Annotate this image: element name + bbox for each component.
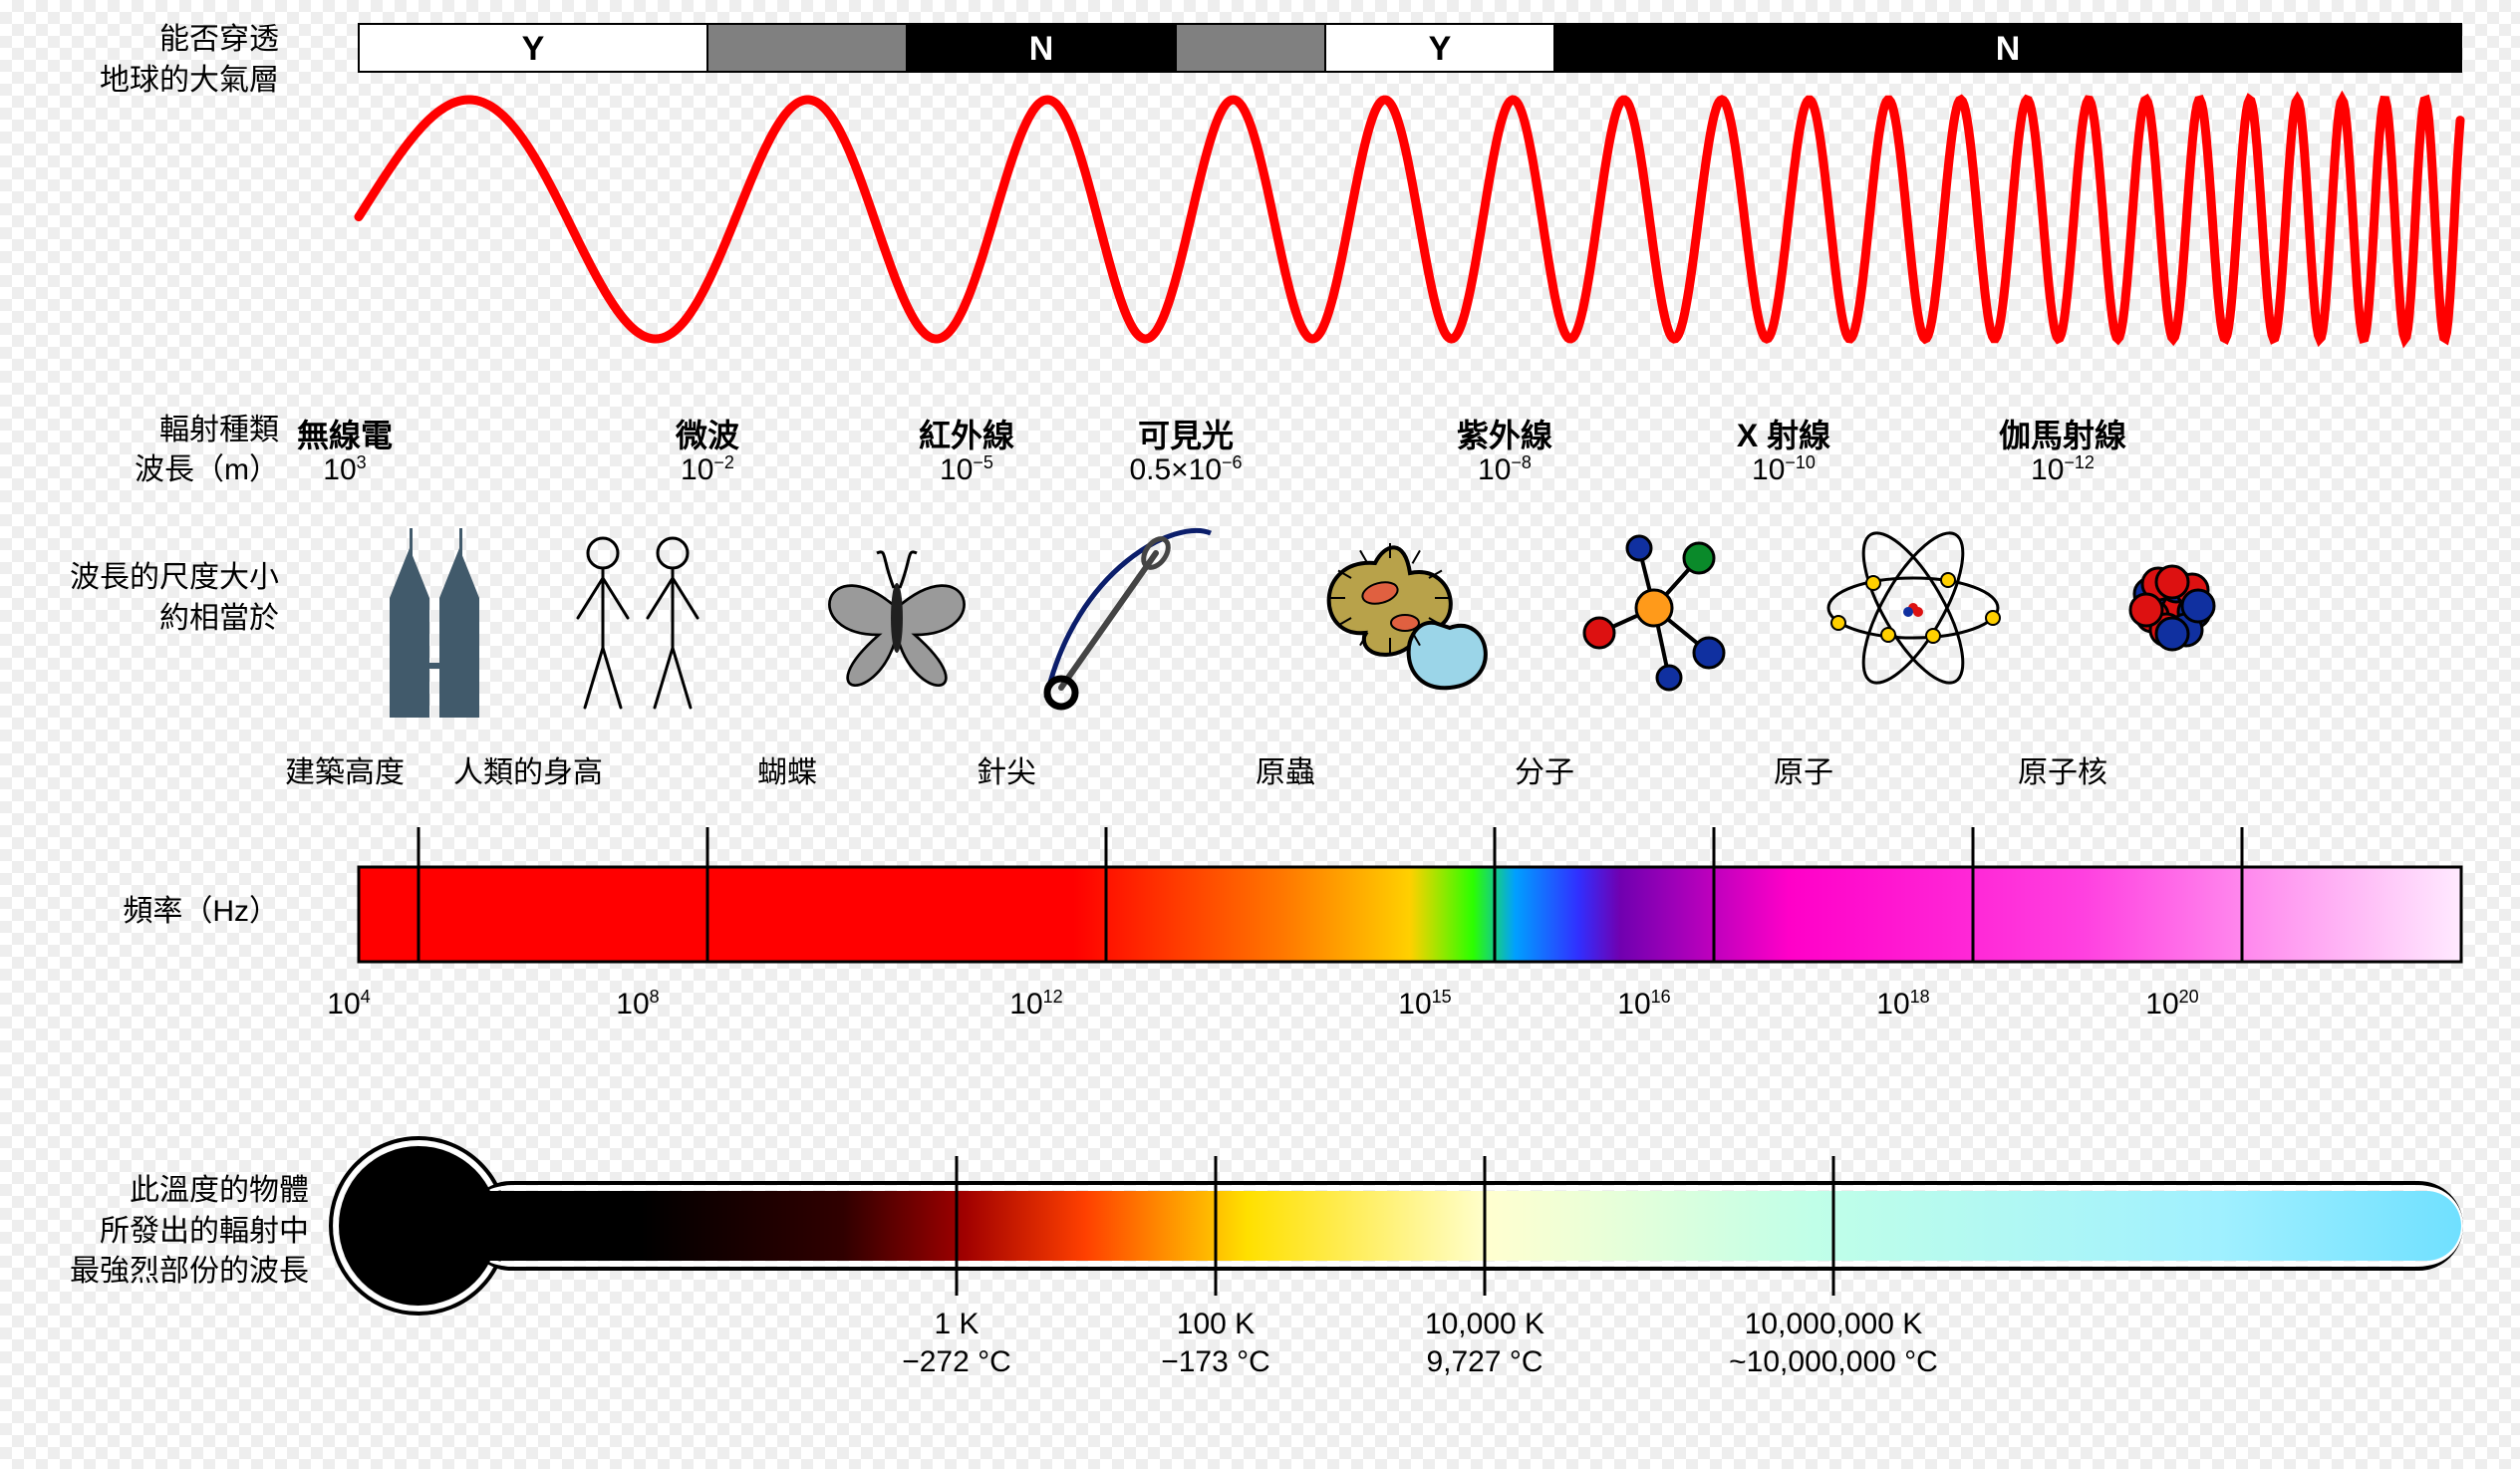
radiation-wavelength: 103 (235, 452, 454, 487)
radiation-wavelength: 0.5×10−6 (1076, 452, 1295, 487)
penetration-label: Y (1429, 30, 1452, 68)
radiation-name: X 射線 (1674, 411, 1893, 456)
radiation-name: 紅外線 (857, 411, 1076, 456)
penetration-segment (1176, 24, 1325, 72)
chirp-wave (359, 100, 2460, 339)
molecule-icon (1584, 536, 1724, 690)
scale-name: 原蟲 (1176, 747, 1395, 791)
nucleus-icon (2130, 566, 2214, 650)
needle-icon (1046, 530, 1211, 707)
label-temperature: 此溫度的物體所發出的輻射中最強烈部份的波長 (20, 1171, 309, 1293)
radiation-wavelength: 10−5 (857, 452, 1076, 487)
frequency-tick-label: 1015 (1355, 987, 1495, 1022)
protozoa-icon (1329, 543, 1486, 688)
frequency-bar (359, 867, 2461, 962)
frequency-tick-label: 1018 (1833, 987, 1973, 1022)
scale-name: 分子 (1435, 747, 1654, 791)
frequency-tick-label: 1016 (1574, 987, 1714, 1022)
radiation-name: 可見光 (1076, 411, 1295, 456)
label-scale: 波長的尺度大小約相當於 (20, 558, 279, 639)
frequency-tick-label: 108 (568, 987, 707, 1022)
scale-name: 原子核 (1953, 747, 2172, 791)
radiation-wavelength: 10−2 (598, 452, 817, 487)
scale-name: 針尖 (897, 747, 1116, 791)
penetration-label: N (1996, 30, 2021, 68)
humans-icon (578, 538, 698, 708)
frequency-tick-label: 1020 (2102, 987, 2242, 1022)
atom-icon (1828, 519, 2000, 696)
radiation-wavelength: 10−10 (1674, 452, 1893, 487)
radiation-wavelength: 10−8 (1395, 452, 1614, 487)
butterfly-icon (829, 552, 964, 686)
scale-name: 原子 (1694, 747, 1913, 791)
temperature-tick-label: 10,000 K9,727 °C (1325, 1306, 1644, 1380)
radiation-name: 微波 (598, 411, 817, 456)
penetration-segment (707, 24, 907, 72)
penetration-label: N (1029, 30, 1054, 68)
stage-svg: YNYN (0, 0, 2520, 1464)
penetration-label: Y (522, 30, 545, 68)
radiation-wavelength: 10−12 (1953, 452, 2172, 487)
em-spectrum-diagram: YNYN 能否穿透地球的大氣層輻射種類波長（m）波長的尺度大小約相當於頻率（Hz… (0, 0, 2520, 1464)
scale-name: 人類的身高 (419, 747, 638, 791)
frequency-tick-label: 1012 (967, 987, 1106, 1022)
scale-name: 蝴蝶 (678, 747, 897, 791)
label-frequency: 頻率（Hz） (20, 892, 279, 933)
buildings-icon (390, 528, 479, 718)
radiation-name: 紫外線 (1395, 411, 1614, 456)
frequency-tick-label: 104 (279, 987, 419, 1022)
radiation-name: 伽馬射線 (1953, 411, 2172, 456)
radiation-name: 無線電 (235, 411, 454, 456)
temperature-tick-label: 10,000,000 K~10,000,000 °C (1674, 1306, 1993, 1380)
thermometer-tube (438, 1191, 2461, 1261)
label-penetration: 能否穿透地球的大氣層 (20, 20, 279, 101)
